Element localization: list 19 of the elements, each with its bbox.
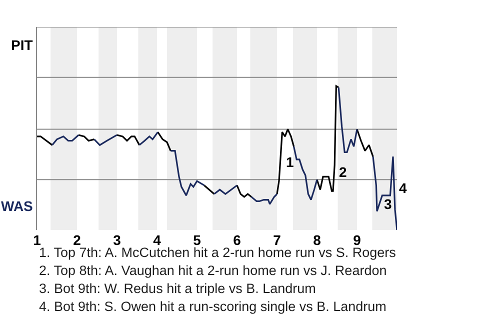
annotation: 3 [384, 196, 392, 212]
x-tick-label: 5 [193, 232, 202, 248]
x-tick-label: 9 [353, 232, 362, 248]
x-tick-label: 2 [73, 232, 82, 248]
text: PIT [11, 37, 34, 53]
x-tick-label: 1 [33, 232, 42, 248]
x-tick-label: 8 [313, 232, 322, 248]
annotation: 4 [399, 180, 407, 196]
x-tick-label: 6 [233, 232, 242, 248]
text: 4. Bot 9th: S. Owen hit a run-scoring single vs B. Landrum [39, 299, 386, 314]
x-tick-label: 4 [153, 232, 162, 248]
annotation: 1 [286, 154, 294, 170]
text: 2. Top 8th: A. Vaughan hit a 2-run home run vs J. Reardon [39, 263, 387, 278]
text: WAS [1, 198, 33, 214]
x-tick-label: 3 [113, 232, 122, 248]
text: 1. Top 7th: A. McCutchen hit a 2-run home run vs S. Rogers [39, 245, 396, 260]
x-tick-label: 7 [273, 232, 282, 248]
annotation: 2 [339, 164, 347, 180]
text: 3. Bot 9th: W. Redus hit a triple vs B. Landrum [39, 281, 316, 296]
